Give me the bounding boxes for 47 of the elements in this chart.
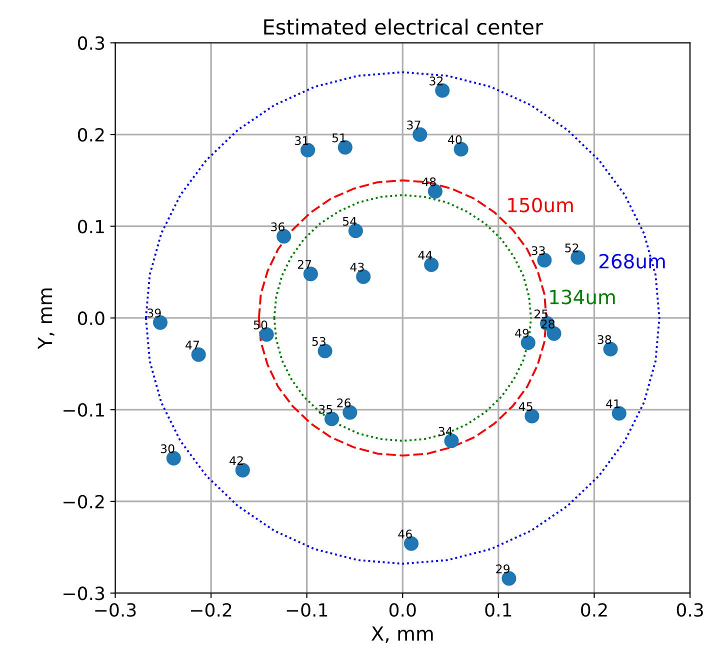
x-tick-label: 0.1 (485, 603, 512, 617)
annotation: 39 (148, 308, 161, 318)
y-tick-label: 0.0 (78, 311, 104, 326)
x-tick-label: 0.0 (389, 603, 416, 617)
y-tick-label: −0.3 (64, 586, 104, 600)
x-tick-label: 0.2 (581, 603, 607, 617)
annotation: 29 (496, 564, 510, 574)
annotation: 28 (541, 320, 555, 328)
annotation: 33 (532, 246, 545, 256)
x-tick-label: −0.3 (95, 603, 136, 617)
annotation: 51 (332, 134, 346, 142)
chart-title: Estimated electrical center (264, 18, 544, 35)
annotation: 47 (186, 340, 199, 350)
annotation: 31 (295, 136, 308, 146)
x-axis-title: X, mm (371, 626, 433, 643)
y-tick-label: −0.1 (64, 403, 104, 417)
annotation: 44 (418, 250, 432, 260)
annotation: 54 (342, 217, 356, 226)
annotation: 41 (606, 400, 620, 408)
series-label: 134um (550, 290, 615, 304)
y-tick-label: −0.2 (64, 494, 104, 509)
annotation: 30 (160, 444, 174, 454)
annotation: 43 (350, 262, 364, 272)
annotation: 45 (518, 402, 532, 412)
annotation: 37 (407, 120, 420, 130)
annotation: 40 (448, 135, 462, 144)
annotation: 49 (515, 328, 529, 338)
x-tick-label: −0.1 (286, 603, 328, 617)
annotation: 52 (565, 243, 578, 252)
series-label: 268um (599, 254, 665, 269)
annotation: 34 (438, 426, 452, 436)
annotation: 46 (398, 530, 412, 539)
y-tick-label: 0.3 (78, 36, 104, 50)
annotation: 53 (312, 336, 326, 346)
annotation: 35 (319, 404, 332, 414)
series-label: 150um (508, 198, 573, 212)
annotation: 32 (430, 76, 443, 86)
y-tick-label: 0.2 (78, 128, 104, 142)
annotation: 42 (230, 456, 243, 465)
annotation: 27 (298, 260, 312, 269)
annotation: 36 (271, 222, 284, 232)
annotation: 26 (337, 398, 351, 408)
y-tick-label: 0.1 (78, 220, 104, 234)
y-axis-title: Y, mm (38, 288, 54, 350)
x-tick-label: −0.2 (191, 603, 232, 617)
annotation: 38 (598, 335, 612, 344)
x-tick-label: 0.3 (676, 603, 703, 617)
